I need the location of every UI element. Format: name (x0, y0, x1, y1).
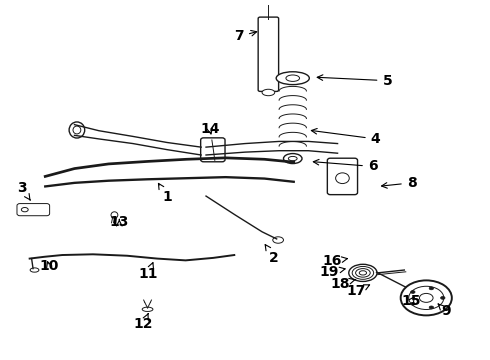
Text: 6: 6 (313, 159, 377, 174)
Ellipse shape (273, 237, 284, 243)
Text: 3: 3 (17, 181, 30, 200)
Text: 18: 18 (331, 276, 356, 291)
Text: 1: 1 (158, 183, 172, 204)
FancyBboxPatch shape (258, 17, 279, 91)
Text: 4: 4 (311, 129, 380, 146)
Ellipse shape (349, 264, 377, 282)
Ellipse shape (262, 89, 275, 96)
Ellipse shape (73, 126, 81, 134)
Text: 12: 12 (134, 314, 153, 330)
Text: 11: 11 (139, 262, 158, 280)
Text: 15: 15 (402, 294, 421, 308)
Ellipse shape (69, 122, 85, 138)
Text: 17: 17 (346, 284, 369, 298)
Ellipse shape (336, 173, 349, 184)
Ellipse shape (276, 72, 309, 85)
Ellipse shape (411, 302, 415, 305)
Ellipse shape (411, 291, 415, 293)
FancyBboxPatch shape (327, 158, 358, 195)
Text: 19: 19 (319, 265, 345, 279)
Ellipse shape (288, 157, 297, 161)
Ellipse shape (429, 287, 434, 290)
Text: 5: 5 (317, 74, 392, 88)
Text: 13: 13 (110, 215, 129, 229)
FancyBboxPatch shape (17, 203, 49, 216)
Ellipse shape (30, 268, 39, 272)
Ellipse shape (356, 269, 370, 277)
Text: 14: 14 (200, 122, 220, 136)
Ellipse shape (419, 293, 433, 302)
Ellipse shape (111, 212, 118, 218)
Text: 8: 8 (382, 176, 416, 190)
Text: 9: 9 (438, 304, 450, 319)
Ellipse shape (429, 306, 434, 309)
FancyBboxPatch shape (201, 138, 225, 162)
Ellipse shape (401, 280, 452, 315)
Ellipse shape (22, 207, 28, 212)
Ellipse shape (284, 154, 302, 163)
Ellipse shape (142, 307, 153, 311)
Text: 10: 10 (40, 260, 59, 274)
Ellipse shape (352, 266, 374, 279)
Text: 2: 2 (265, 244, 279, 265)
Text: 16: 16 (322, 255, 347, 269)
Text: 7: 7 (234, 30, 257, 44)
Ellipse shape (286, 75, 299, 81)
Ellipse shape (409, 286, 444, 310)
Ellipse shape (359, 271, 367, 275)
Ellipse shape (441, 296, 445, 299)
